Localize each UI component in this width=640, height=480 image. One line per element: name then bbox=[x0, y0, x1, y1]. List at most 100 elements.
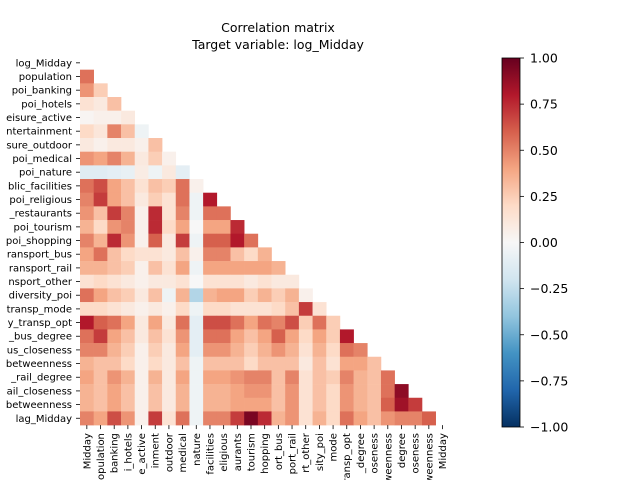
heatmap-cell bbox=[244, 274, 259, 289]
heatmap-cell bbox=[285, 329, 300, 344]
heatmap-cell bbox=[285, 302, 300, 317]
heatmap-cell bbox=[244, 288, 259, 303]
heatmap-cell bbox=[80, 397, 94, 412]
x-tick-label: Midday bbox=[82, 433, 93, 469]
heatmap-cell bbox=[257, 274, 272, 289]
heatmap-cell bbox=[380, 411, 395, 426]
heatmap-cell bbox=[230, 370, 245, 385]
heatmap-cell bbox=[162, 233, 177, 248]
heatmap-cell bbox=[230, 329, 245, 344]
y-tick-label: poi_tourism bbox=[14, 222, 72, 233]
x-tick-label: aurants bbox=[233, 433, 244, 471]
heatmap-cell bbox=[353, 356, 368, 371]
colorbar-tick-label: 0.25 bbox=[530, 189, 558, 204]
heatmap-cell bbox=[93, 370, 108, 385]
heatmap-cell bbox=[189, 179, 204, 193]
heatmap-cell bbox=[216, 261, 231, 276]
heatmap-cell bbox=[93, 329, 108, 344]
heatmap-cell bbox=[216, 343, 231, 358]
heatmap-cell bbox=[93, 110, 108, 125]
heatmap-cell bbox=[162, 288, 177, 303]
heatmap-cell bbox=[257, 384, 272, 399]
heatmap-cell bbox=[162, 247, 177, 262]
heatmap-cell bbox=[189, 192, 204, 207]
heatmap-cell bbox=[298, 343, 313, 358]
heatmap-cell bbox=[148, 356, 163, 371]
heatmap-cell bbox=[80, 69, 94, 84]
heatmap-cell bbox=[93, 247, 108, 262]
x-tick-label: banking bbox=[110, 433, 121, 473]
heatmap-cell bbox=[312, 411, 327, 426]
heatmap-cell bbox=[148, 179, 163, 193]
heatmap-cell bbox=[326, 343, 341, 358]
heatmap-cell bbox=[162, 343, 177, 358]
heatmap-cell bbox=[230, 302, 245, 317]
heatmap-cell bbox=[216, 370, 231, 385]
heatmap-cell bbox=[203, 206, 218, 221]
heatmap-cell bbox=[216, 220, 231, 235]
heatmap-cell bbox=[107, 179, 122, 193]
heatmap-cell bbox=[298, 397, 313, 412]
y-tick-label: log_Midday bbox=[16, 58, 72, 69]
heatmap-cell bbox=[339, 329, 354, 344]
x-tick-label: nature bbox=[192, 433, 203, 466]
x-tick-label: weenness bbox=[424, 433, 435, 480]
heatmap-cell bbox=[367, 370, 382, 385]
heatmap-cell bbox=[203, 233, 218, 248]
heatmap-cell bbox=[326, 315, 341, 330]
heatmap-cell bbox=[175, 329, 190, 344]
heatmap-cell bbox=[162, 302, 177, 317]
heatmap-cell bbox=[216, 329, 231, 344]
y-tick-label: betweenness bbox=[6, 400, 72, 411]
heatmap-cell bbox=[285, 343, 300, 358]
heatmap-cell bbox=[93, 83, 108, 98]
y-tick-label: y_transp_opt bbox=[8, 318, 72, 329]
y-tick-label: poi_nature bbox=[19, 168, 72, 179]
heatmap-cell bbox=[93, 124, 108, 139]
y-tick-label: _bus_degree bbox=[8, 332, 72, 343]
heatmap-cell bbox=[93, 397, 108, 412]
heatmap-cell bbox=[175, 315, 190, 330]
heatmap-cell bbox=[230, 247, 245, 262]
heatmap-cell bbox=[162, 151, 177, 166]
heatmap-cell bbox=[93, 179, 108, 193]
heatmap-cell bbox=[134, 302, 149, 317]
heatmap-cell bbox=[257, 315, 272, 330]
heatmap-cell bbox=[80, 83, 94, 98]
heatmap-cell bbox=[312, 343, 327, 358]
heatmap-cell bbox=[93, 151, 108, 166]
x-tick-label: ort_bus bbox=[274, 433, 285, 470]
heatmap-cell bbox=[271, 343, 286, 358]
heatmap-cell bbox=[134, 288, 149, 303]
heatmap-cell bbox=[107, 220, 122, 235]
heatmap-cell bbox=[203, 343, 218, 358]
heatmap-cell bbox=[121, 206, 136, 221]
heatmap-cell bbox=[271, 370, 286, 385]
x-tick-label: sity_poi bbox=[315, 433, 326, 471]
heatmap-cell bbox=[408, 397, 423, 412]
heatmap-cell bbox=[189, 411, 204, 426]
heatmap-cell bbox=[339, 356, 354, 371]
heatmap-cell bbox=[271, 261, 286, 276]
heatmap-cells bbox=[80, 69, 436, 426]
heatmap-cell bbox=[326, 384, 341, 399]
heatmap-cell bbox=[244, 343, 259, 358]
heatmap-cell bbox=[257, 329, 272, 344]
y-tick-label: nsport_other bbox=[8, 277, 73, 288]
heatmap-cell bbox=[298, 288, 313, 303]
heatmap-cell bbox=[230, 274, 245, 289]
heatmap-cell bbox=[93, 165, 108, 180]
heatmap-cell bbox=[367, 384, 382, 399]
heatmap-cell bbox=[312, 370, 327, 385]
x-tick-label: i_hotels bbox=[123, 433, 134, 471]
heatmap-cell bbox=[134, 220, 149, 235]
heatmap-cell bbox=[380, 397, 395, 412]
heatmap-cell bbox=[162, 274, 177, 289]
heatmap-cell bbox=[107, 356, 122, 371]
heatmap-cell bbox=[203, 192, 218, 207]
heatmap-cell bbox=[189, 384, 204, 399]
y-tick-label: sure_outdoor bbox=[6, 140, 73, 151]
heatmap-cell bbox=[93, 138, 108, 152]
heatmap-cell bbox=[203, 411, 218, 426]
heatmap-cell bbox=[134, 315, 149, 330]
